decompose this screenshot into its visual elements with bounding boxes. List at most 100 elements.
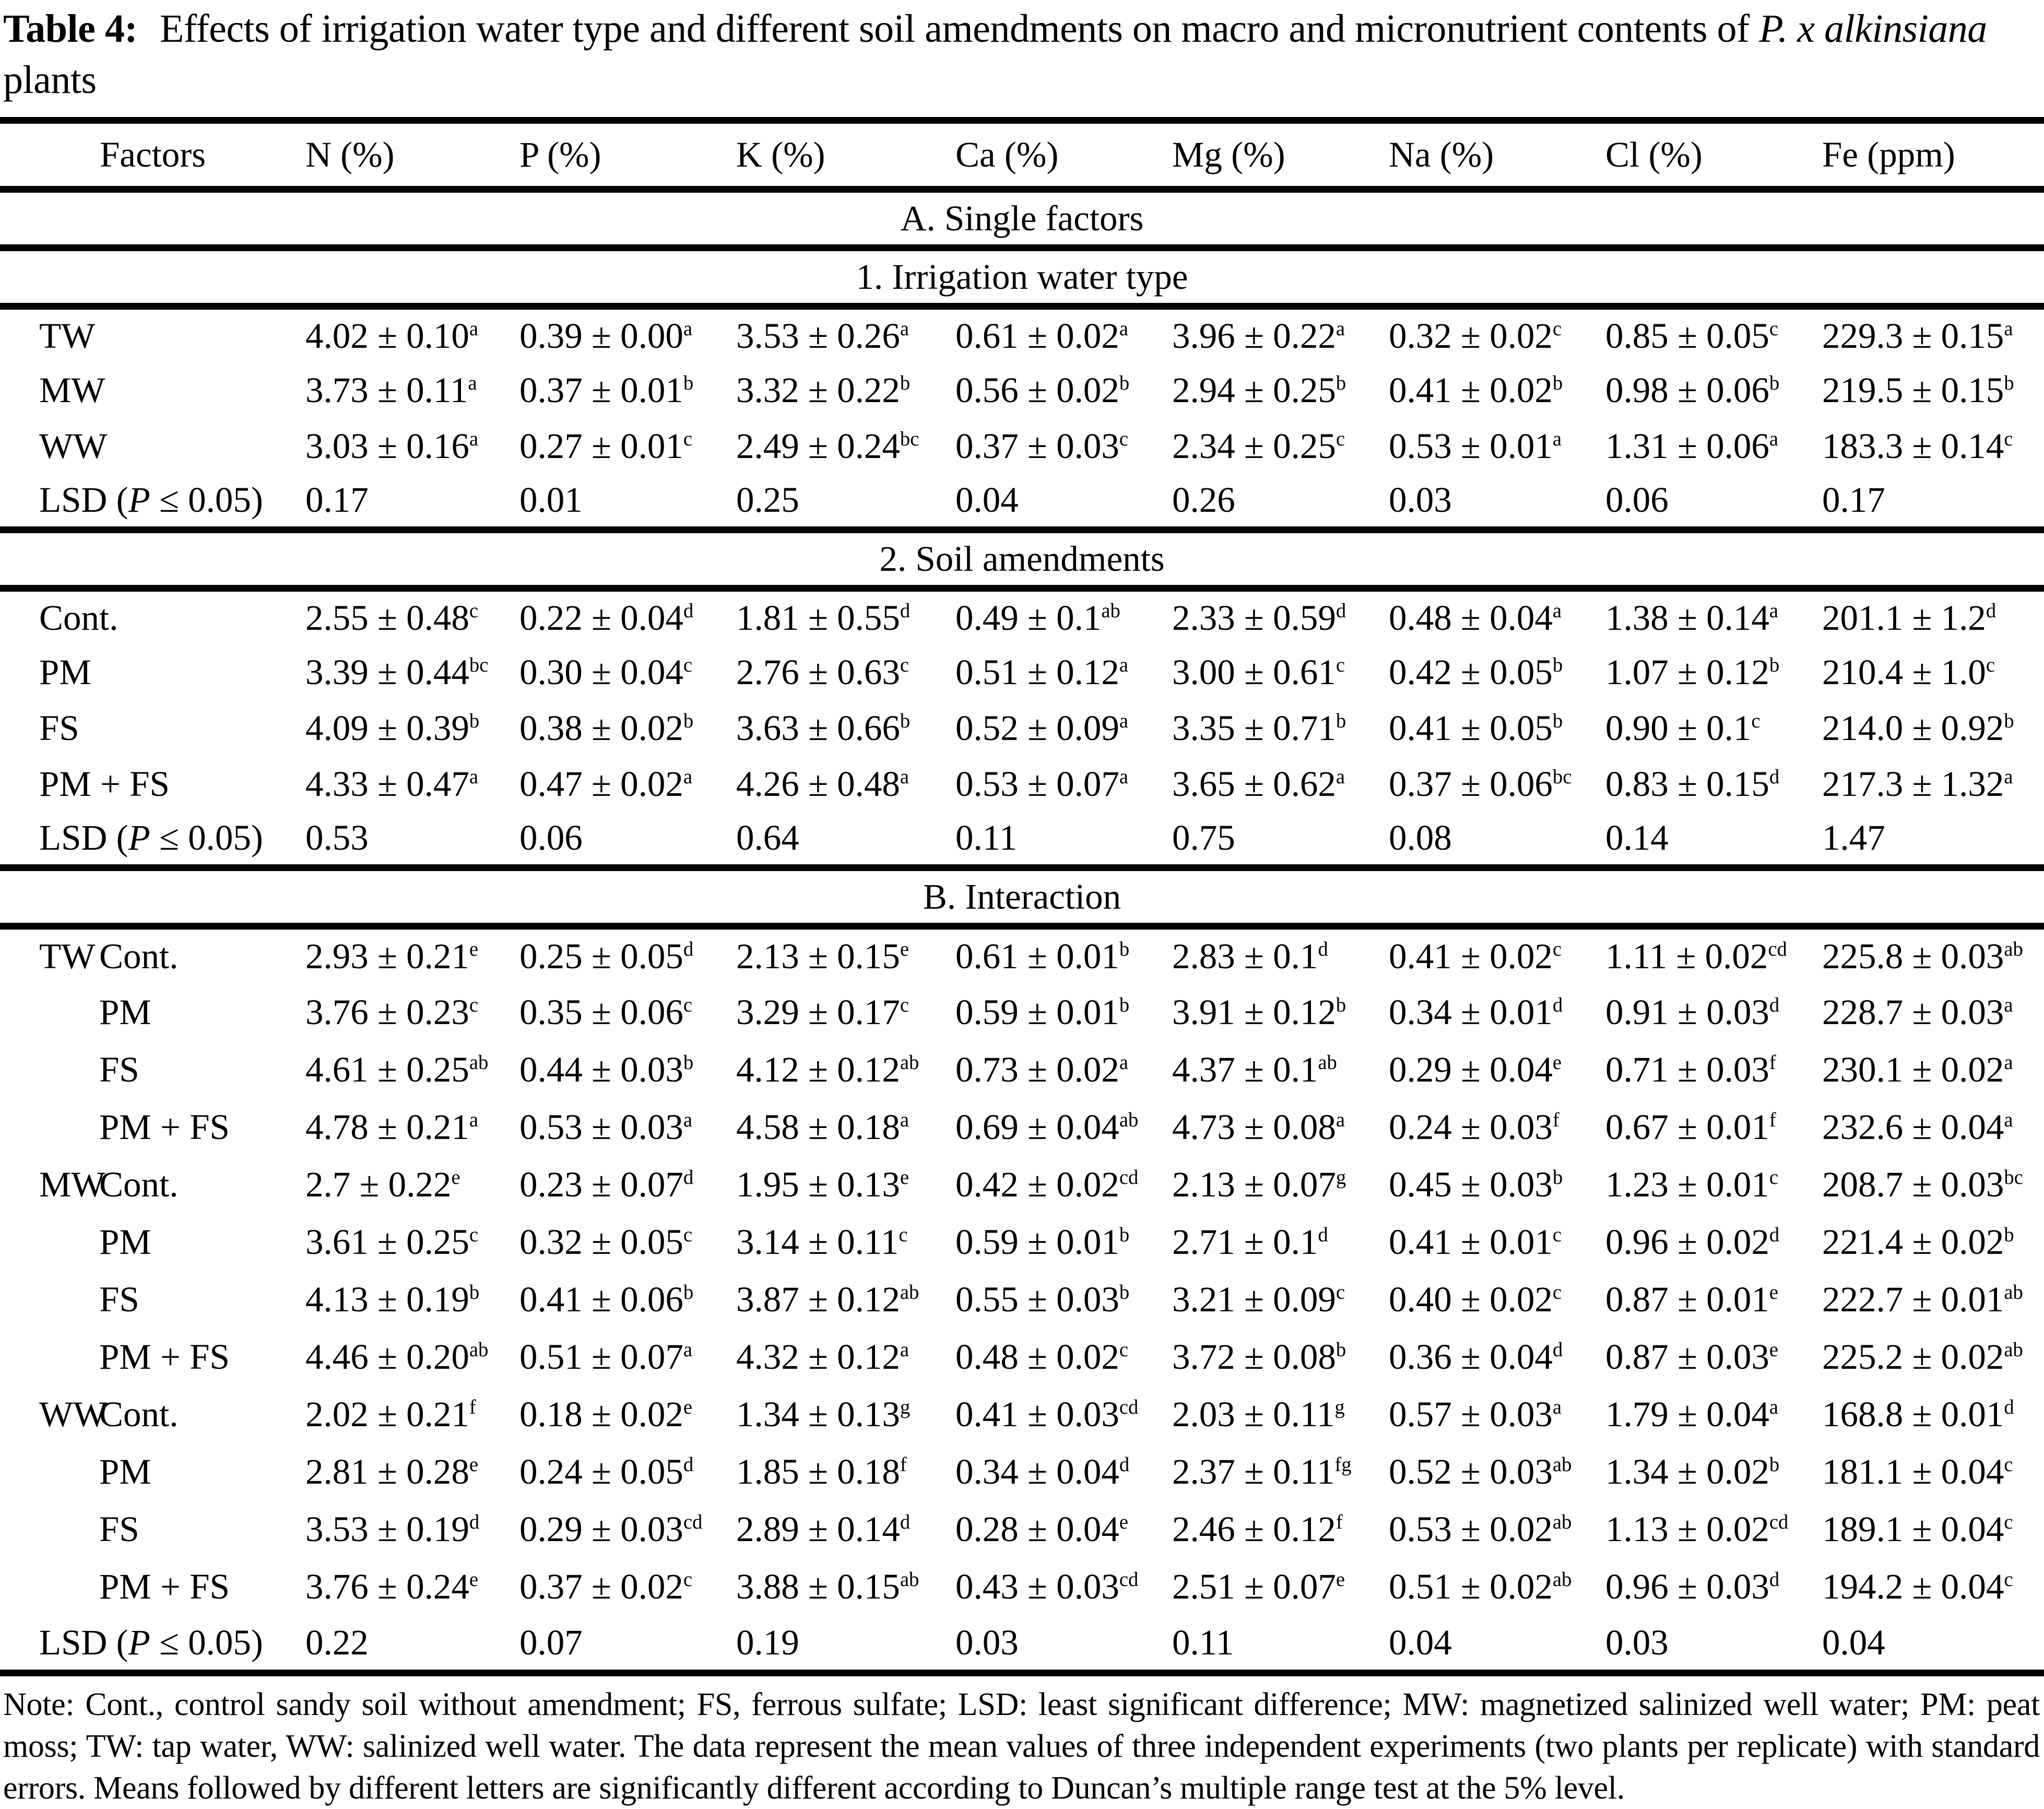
value-cell: 4.13 ± 0.19b: [305, 1271, 519, 1329]
caption-segment: Effects of irrigation water type and dif…: [150, 7, 1759, 51]
mean-value: 0.52 ± 0.09: [955, 708, 1119, 748]
significance-letter: b: [1336, 710, 1346, 732]
significance-letter: c: [683, 1224, 693, 1247]
significance-letter: ab: [900, 1282, 919, 1304]
lsd-value-cell: 0.03: [955, 1615, 1173, 1676]
mean-value: 4.12 ± 0.12: [736, 1050, 900, 1089]
mean-value: 1.81 ± 0.55: [736, 597, 900, 638]
value-cell: 0.96 ± 0.02d: [1605, 1214, 1822, 1271]
value-cell: 0.53 ± 0.01a: [1389, 418, 1605, 474]
significance-letter: b: [1552, 1167, 1563, 1189]
significance-letter: d: [900, 600, 911, 622]
mean-value: 0.48 ± 0.02: [955, 1337, 1119, 1377]
significance-letter: d: [1552, 994, 1563, 1017]
significance-letter: b: [1119, 994, 1130, 1017]
section-heading: B. Interaction: [0, 867, 2044, 930]
table-body: Factors N (%) P (%) K (%) Ca (%) Mg (%) Na (%)…: [0, 117, 2044, 1676]
significance-letter: ab: [2004, 1339, 2023, 1361]
value-cell: 0.47 ± 0.02a: [519, 756, 736, 812]
significance-letter: cd: [1119, 1167, 1139, 1189]
mean-value: 2.13 ± 0.07: [1172, 1165, 1336, 1204]
value-cell: 3.88 ± 0.15ab: [736, 1558, 955, 1616]
significance-letter: d: [683, 1167, 694, 1189]
mean-value: 3.53 ± 0.26: [736, 315, 900, 356]
value-cell: 4.09 ± 0.39b: [305, 700, 519, 756]
value-cell: 3.53 ± 0.26a: [736, 307, 955, 362]
mean-value: 0.18 ± 0.02: [519, 1394, 683, 1434]
mean-value: 222.7 ± 0.01: [1822, 1279, 2004, 1319]
value-cell: 0.59 ± 0.01b: [955, 984, 1172, 1041]
significance-letter: d: [1552, 1339, 1563, 1361]
significance-letter: b: [469, 1282, 480, 1304]
table-4-page: Table 4: Effects of irrigation water typ…: [0, 3, 2044, 1806]
significance-letter: d: [1986, 600, 1996, 622]
significance-letter: b: [1769, 654, 1780, 676]
significance-letter: a: [1552, 428, 1562, 450]
value-cell: 2.7 ± 0.22e: [305, 1156, 519, 1214]
mean-value: 0.35 ± 0.06: [519, 992, 683, 1032]
mean-value: 0.37 ± 0.01: [519, 370, 683, 410]
value-cell: 0.51 ± 0.12a: [955, 644, 1172, 700]
value-cell: 0.52 ± 0.03ab: [1389, 1443, 1605, 1501]
significance-letter: e: [1336, 1569, 1345, 1591]
mean-value: 1.07 ± 0.12: [1605, 652, 1769, 692]
table-row: PM + FS 4.78 ± 0.21a 0.53 ± 0.03a 4.58 ± 0.…: [0, 1099, 2044, 1156]
significance-letter: a: [900, 766, 909, 788]
value-cell: 1.81 ± 0.55d: [736, 589, 955, 644]
mean-value: 2.81 ± 0.28: [305, 1452, 469, 1491]
mean-value: 0.73 ± 0.02: [955, 1050, 1119, 1089]
mean-value: 0.52 ± 0.03: [1389, 1452, 1553, 1491]
significance-letter: ab: [1318, 1052, 1337, 1074]
mean-value: 1.34 ± 0.13: [736, 1394, 900, 1434]
lsd-label-pre: LSD (: [39, 1622, 128, 1662]
significance-letter: a: [1769, 600, 1779, 622]
value-cell: 0.27 ± 0.01c: [519, 418, 736, 474]
value-cell: 3.61 ± 0.25c: [305, 1214, 519, 1271]
value-cell: 1.34 ± 0.13g: [736, 1386, 955, 1443]
lsd-value-cell: 0.75: [1172, 812, 1389, 871]
value-cell: 0.24 ± 0.03f: [1389, 1099, 1605, 1156]
value-cell: 0.51 ± 0.07a: [519, 1329, 736, 1386]
mean-value: 0.34 ± 0.01: [1389, 992, 1553, 1032]
value-cell: 0.44 ± 0.03b: [519, 1041, 736, 1099]
significance-letter: a: [2004, 994, 2013, 1017]
significance-letter: ab: [1552, 1511, 1572, 1534]
significance-letter: e: [469, 1454, 479, 1476]
column-header: K (%): [736, 117, 956, 193]
value-cell: 2.51 ± 0.07e: [1172, 1558, 1389, 1616]
value-cell: 222.7 ± 0.01ab: [1822, 1271, 2044, 1329]
significance-letter: a: [468, 372, 477, 394]
column-header: Cl (%): [1605, 117, 1823, 193]
mean-value: 0.29 ± 0.04: [1389, 1050, 1553, 1089]
value-cell: 225.2 ± 0.02ab: [1822, 1329, 2044, 1386]
value-cell: 0.87 ± 0.01e: [1605, 1271, 1822, 1329]
mean-value: 0.47 ± 0.02: [519, 763, 683, 804]
significance-letter: f: [469, 1396, 476, 1419]
section-heading: A. Single factors: [0, 189, 2044, 251]
value-cell: 189.1 ± 0.04c: [1822, 1501, 2044, 1558]
significance-letter: c: [469, 1224, 479, 1247]
caption-segment: plants: [3, 58, 97, 102]
mean-value: 2.89 ± 0.14: [736, 1509, 900, 1549]
significance-letter: b: [1552, 654, 1563, 676]
significance-letter: d: [2004, 1396, 2014, 1419]
mean-value: 0.29 ± 0.03: [519, 1509, 683, 1549]
lsd-label-p: P: [128, 818, 150, 858]
significance-letter: b: [1769, 1454, 1780, 1476]
significance-letter: e: [900, 1167, 909, 1189]
significance-letter: a: [683, 1109, 693, 1132]
value-cell: 0.83 ± 0.15d: [1605, 756, 1822, 812]
mean-value: 0.41 ± 0.02: [1389, 370, 1553, 410]
mean-value: 4.02 ± 0.10: [305, 315, 469, 356]
significance-letter: c: [2004, 428, 2013, 450]
mean-value: 219.5 ± 0.15: [1822, 370, 2004, 410]
significance-letter: cd: [1119, 1396, 1139, 1419]
value-cell: 3.73 ± 0.11a: [305, 362, 519, 418]
value-cell: 2.76 ± 0.63c: [736, 644, 955, 700]
mean-value: 1.31 ± 0.06: [1605, 426, 1769, 466]
significance-letter: g: [1336, 1167, 1346, 1189]
value-cell: 0.39 ± 0.00a: [519, 307, 736, 362]
significance-letter: bc: [2004, 1167, 2023, 1189]
value-cell: 2.13 ± 0.15e: [736, 926, 955, 984]
mean-value: 4.26 ± 0.48: [736, 763, 900, 804]
